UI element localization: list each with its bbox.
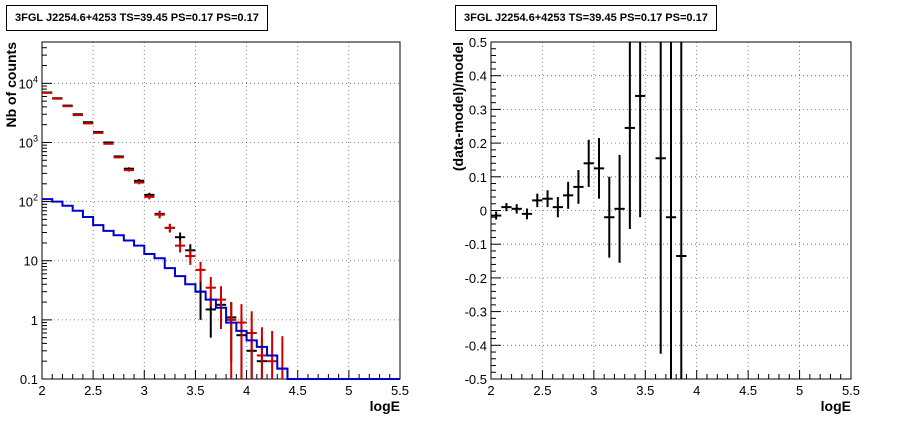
left-x-tick-label: 5 xyxy=(345,383,352,398)
left-x-tick-label: 2.5 xyxy=(84,383,102,398)
right-y-tick-label: 0.4 xyxy=(469,69,487,84)
left-y-tick-label-exp: 2 xyxy=(33,193,38,203)
left-x-tick-label: 4 xyxy=(243,383,250,398)
left-x-tick-label: 2 xyxy=(38,383,45,398)
right-y-tick-label: 0 xyxy=(480,204,487,219)
right-y-tick-label: -0.2 xyxy=(465,271,487,286)
right-y-tick-label: -0.3 xyxy=(465,305,487,320)
right-y-tick-label: -0.4 xyxy=(465,338,487,353)
left-y-tick-label-exp: 3 xyxy=(33,133,38,143)
left-x-tick-label: 5.5 xyxy=(391,383,409,398)
right-x-tick-label: 4 xyxy=(693,383,700,398)
left-y-axis-title: Nb of counts xyxy=(3,42,19,128)
right-x-tick-label: 3 xyxy=(590,383,597,398)
right-y-tick-label: 0.3 xyxy=(469,102,487,117)
right-y-tick-label: 0.5 xyxy=(469,35,487,50)
right-y-tick-label: -0.1 xyxy=(465,237,487,252)
right-x-tick-label: 2.5 xyxy=(533,383,551,398)
right-y-tick-label: -0.5 xyxy=(465,372,487,387)
left-y-tick-label-base: 10 xyxy=(19,135,33,150)
right-chart-title: 3FGL J2254.6+4253 TS=39.45 PS=0.17 PS=0.… xyxy=(455,5,717,31)
right-x-tick-label: 3.5 xyxy=(636,383,654,398)
left-y-tick-label: 102 xyxy=(19,193,38,210)
right-y-tick-label: 0.2 xyxy=(469,136,487,151)
left-y-tick-label: 10 xyxy=(24,254,38,269)
left-y-tick-label: 0.1 xyxy=(20,372,38,387)
left-y-tick-label-base: 10 xyxy=(19,76,33,91)
right-x-tick-label: 4.5 xyxy=(739,383,757,398)
left-y-tick-label: 1 xyxy=(31,313,38,328)
left-y-tick-label: 103 xyxy=(19,133,38,150)
right-y-tick-label: 0.1 xyxy=(469,170,487,185)
right-x-axis-title: logE xyxy=(821,398,851,414)
left-x-axis-title: logE xyxy=(370,398,400,414)
left-model-step-line xyxy=(42,198,400,380)
left-y-tick-label: 104 xyxy=(19,74,38,91)
left-x-tick-label: 3.5 xyxy=(186,383,204,398)
left-y-tick-label-exp: 4 xyxy=(33,74,38,84)
left-x-tick-label: 3 xyxy=(141,383,148,398)
right-x-tick-label: 5 xyxy=(796,383,803,398)
left-chart-title: 3FGL J2254.6+4253 TS=39.45 PS=0.17 PS=0.… xyxy=(6,5,268,31)
left-y-tick-label-base: 10 xyxy=(19,195,33,210)
right-x-tick-label: 5.5 xyxy=(842,383,860,398)
right-x-tick-label: 2 xyxy=(487,383,494,398)
left-x-tick-label: 4.5 xyxy=(289,383,307,398)
right-y-axis-title: (data-model)/model xyxy=(450,42,466,171)
